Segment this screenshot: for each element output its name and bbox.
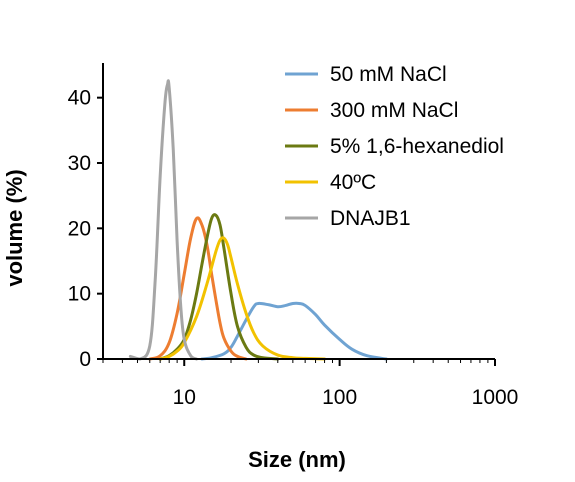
series-layer — [128, 79, 388, 361]
y-tick-label: 10 — [68, 283, 91, 306]
x-tick-label: 10 — [173, 386, 196, 409]
x-axis-title: Size (nm) — [248, 447, 346, 472]
legend: 50 mM NaCl 300 mM NaCl 5% 1,6-hexanediol 40… — [285, 63, 504, 230]
y-axis-title: volume (%) — [2, 169, 27, 286]
axes-layer: 0 10 20 30 40 10 100 1000 — [68, 63, 519, 409]
series-line-0 — [200, 301, 388, 361]
y-tick-label: 20 — [68, 217, 91, 240]
legend-label-4: DNAJB1 — [330, 207, 411, 230]
x-tick-label: 1000 — [472, 386, 519, 409]
legend-label-1: 300 mM NaCl — [330, 99, 458, 122]
y-tick-label: 30 — [68, 152, 91, 175]
series-line-1 — [148, 216, 248, 361]
y-tick-label: 0 — [79, 348, 91, 371]
legend-label-3: 40ºC — [330, 171, 376, 194]
x-tick-label: 100 — [322, 386, 357, 409]
legend-label-2: 5% 1,6-hexanediol — [330, 135, 504, 158]
series-line-4 — [128, 79, 199, 361]
legend-label-0: 50 mM NaCl — [330, 63, 447, 86]
y-tick-label: 40 — [68, 87, 91, 110]
